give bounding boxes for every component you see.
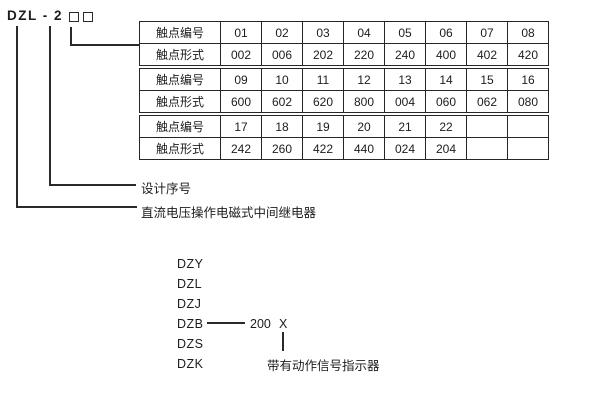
series-item-dzs: DZS bbox=[177, 337, 204, 351]
table-cell: 080 bbox=[507, 90, 549, 113]
table-cell: 21 bbox=[384, 115, 426, 138]
contact-table: 触点编号 01 02 03 04 05 06 07 08 触点形式 002 00… bbox=[139, 21, 549, 162]
table-cell: 240 bbox=[384, 43, 426, 66]
table-cell: 20 bbox=[343, 115, 385, 138]
series-item-dzy: DZY bbox=[177, 257, 204, 271]
table-row-label: 触点形式 bbox=[139, 90, 221, 113]
table-cell: 602 bbox=[261, 90, 303, 113]
table-cell: 400 bbox=[425, 43, 467, 66]
callout-line-contact-horizontal bbox=[70, 44, 140, 46]
table-cell bbox=[466, 137, 508, 160]
callout-line-serial-vertical bbox=[49, 26, 51, 185]
table-row-label: 触点形式 bbox=[139, 137, 221, 160]
relay-description-label: 直流电压操作电磁式中间继电器 bbox=[141, 206, 317, 220]
table-cell: 09 bbox=[220, 68, 262, 91]
table-row-label: 触点编号 bbox=[139, 68, 221, 91]
table-row: 触点编号 09 10 11 12 13 14 15 16 bbox=[139, 68, 549, 91]
table-cell: 002 bbox=[220, 43, 262, 66]
table-cell: 03 bbox=[302, 21, 344, 44]
table-cell: 062 bbox=[466, 90, 508, 113]
series-item-dzk: DZK bbox=[177, 357, 204, 371]
design-serial-label: 设计序号 bbox=[141, 182, 192, 196]
contact-table-group-3: 触点编号 17 18 19 20 21 22 触点形式 242 260 422 … bbox=[139, 115, 549, 160]
table-cell: 15 bbox=[466, 68, 508, 91]
table-cell: 08 bbox=[507, 21, 549, 44]
model-code-placeholder-box-2 bbox=[83, 12, 94, 22]
table-row: 触点形式 002 006 202 220 240 400 402 420 bbox=[139, 43, 549, 66]
table-cell: 11 bbox=[302, 68, 344, 91]
table-cell: 220 bbox=[343, 43, 385, 66]
table-row-label: 触点编号 bbox=[139, 115, 221, 138]
model-code-placeholder-box-1 bbox=[69, 12, 80, 22]
contact-table-group-2: 触点编号 09 10 11 12 13 14 15 16 触点形式 600 60… bbox=[139, 68, 549, 113]
series-item-dzj: DZJ bbox=[177, 297, 202, 311]
dzb-dash-line bbox=[207, 322, 245, 324]
dzb-example-value: 200 bbox=[250, 317, 271, 331]
table-cell bbox=[466, 115, 508, 138]
table-cell: 620 bbox=[302, 90, 344, 113]
table-cell: 422 bbox=[302, 137, 344, 160]
table-cell: 004 bbox=[384, 90, 426, 113]
indicator-note-label: 带有动作信号指示器 bbox=[267, 359, 380, 373]
table-cell: 204 bbox=[425, 137, 467, 160]
table-cell: 19 bbox=[302, 115, 344, 138]
series-item-dzb: DZB bbox=[177, 317, 204, 331]
table-cell: 800 bbox=[343, 90, 385, 113]
table-cell: 202 bbox=[302, 43, 344, 66]
table-cell: 402 bbox=[466, 43, 508, 66]
callout-line-serial-horizontal bbox=[49, 184, 136, 186]
table-row-label: 触点编号 bbox=[139, 21, 221, 44]
table-row: 触点形式 600 602 620 800 004 060 062 080 bbox=[139, 90, 549, 113]
table-row: 触点编号 01 02 03 04 05 06 07 08 bbox=[139, 21, 549, 44]
table-cell: 01 bbox=[220, 21, 262, 44]
table-cell bbox=[507, 137, 549, 160]
contact-table-group-1: 触点编号 01 02 03 04 05 06 07 08 触点形式 002 00… bbox=[139, 21, 549, 66]
table-cell: 024 bbox=[384, 137, 426, 160]
table-cell: 07 bbox=[466, 21, 508, 44]
series-list: DZY DZL DZJ DZB DZS DZK bbox=[177, 254, 204, 374]
table-cell: 05 bbox=[384, 21, 426, 44]
table-cell: 600 bbox=[220, 90, 262, 113]
callout-line-contact-vertical bbox=[70, 27, 72, 45]
callout-line-relay-horizontal bbox=[16, 206, 137, 208]
series-item-dzl: DZL bbox=[177, 277, 203, 291]
table-cell: 440 bbox=[343, 137, 385, 160]
table-cell: 060 bbox=[425, 90, 467, 113]
table-cell: 16 bbox=[507, 68, 549, 91]
table-cell: 22 bbox=[425, 115, 467, 138]
indicator-pointer-line bbox=[282, 332, 284, 351]
table-cell: 14 bbox=[425, 68, 467, 91]
table-row: 触点形式 242 260 422 440 024 204 bbox=[139, 137, 549, 160]
table-row-label: 触点形式 bbox=[139, 43, 221, 66]
table-cell: 17 bbox=[220, 115, 262, 138]
table-cell: 04 bbox=[343, 21, 385, 44]
model-code-text: DZL - 2 bbox=[7, 8, 64, 23]
model-code: DZL - 2 bbox=[7, 8, 94, 23]
table-row: 触点编号 17 18 19 20 21 22 bbox=[139, 115, 549, 138]
dzb-example-suffix: X bbox=[279, 317, 288, 331]
callout-line-relay-vertical bbox=[16, 26, 18, 207]
table-cell: 18 bbox=[261, 115, 303, 138]
table-cell: 02 bbox=[261, 21, 303, 44]
table-cell: 10 bbox=[261, 68, 303, 91]
table-cell: 260 bbox=[261, 137, 303, 160]
table-cell: 13 bbox=[384, 68, 426, 91]
table-cell: 12 bbox=[343, 68, 385, 91]
table-cell: 420 bbox=[507, 43, 549, 66]
table-cell: 242 bbox=[220, 137, 262, 160]
table-cell bbox=[507, 115, 549, 138]
table-cell: 006 bbox=[261, 43, 303, 66]
table-cell: 06 bbox=[425, 21, 467, 44]
